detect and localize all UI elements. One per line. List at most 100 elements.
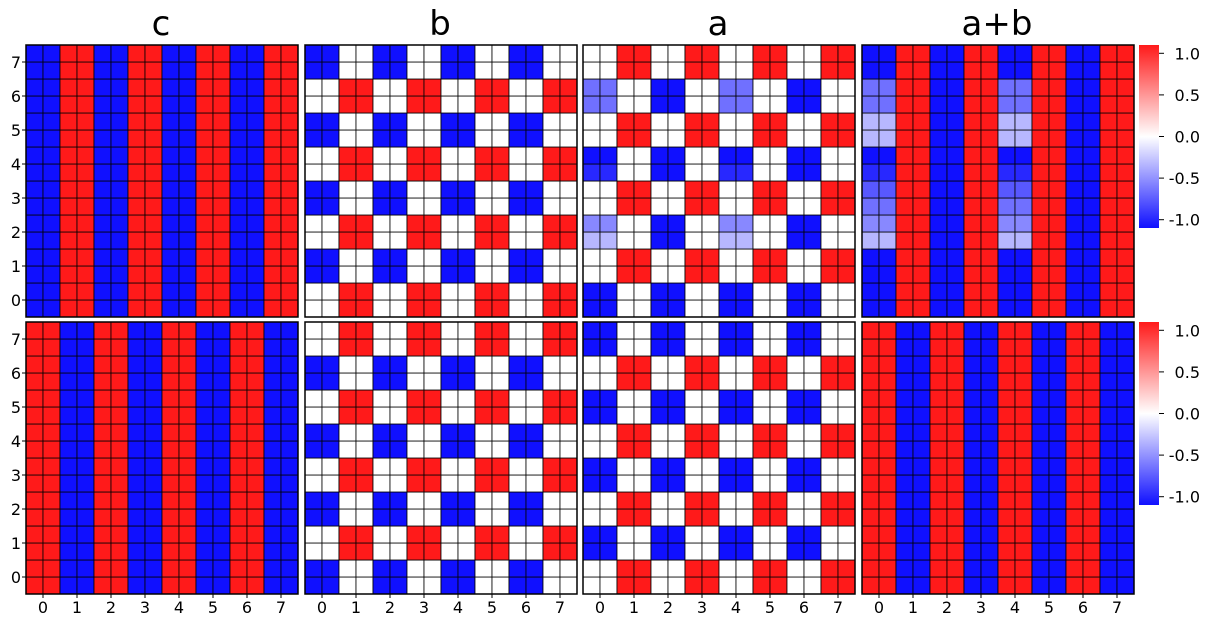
heatmap-cell bbox=[599, 265, 618, 284]
heatmap-cell bbox=[474, 78, 493, 97]
heatmap-cell bbox=[820, 559, 839, 578]
heatmap-cell bbox=[321, 44, 340, 63]
x-tick-label: 2 bbox=[106, 598, 116, 617]
heatmap-cell bbox=[144, 406, 163, 425]
heatmap-cell bbox=[406, 112, 425, 131]
heatmap-cell bbox=[559, 576, 578, 595]
heatmap-cell bbox=[321, 180, 340, 199]
heatmap-cell bbox=[161, 78, 180, 97]
heatmap-cell bbox=[406, 78, 425, 97]
heatmap-cell bbox=[650, 231, 669, 250]
heatmap-cell bbox=[667, 197, 686, 216]
heatmap-cell bbox=[718, 559, 737, 578]
heatmap-cell bbox=[491, 44, 510, 63]
heatmap-cell bbox=[42, 197, 61, 216]
heatmap-cell bbox=[178, 372, 197, 391]
heatmap-cell bbox=[440, 542, 459, 561]
heatmap-cell bbox=[1065, 214, 1084, 233]
heatmap-cell bbox=[161, 559, 180, 578]
heatmap-cell bbox=[878, 559, 897, 578]
heatmap-cell bbox=[525, 248, 544, 267]
heatmap-cell bbox=[93, 299, 112, 318]
heatmap-cell bbox=[559, 491, 578, 510]
heatmap-cell bbox=[93, 355, 112, 374]
heatmap-cell bbox=[650, 78, 669, 97]
heatmap-cell bbox=[42, 389, 61, 408]
heatmap-cell bbox=[929, 406, 948, 425]
heatmap-cell bbox=[93, 129, 112, 148]
heatmap-cell bbox=[786, 559, 805, 578]
heatmap-cell bbox=[701, 112, 720, 131]
heatmap-cell bbox=[321, 389, 340, 408]
heatmap-cell bbox=[93, 525, 112, 544]
heatmap-cell bbox=[559, 112, 578, 131]
heatmap-cell bbox=[280, 321, 299, 340]
heatmap-cell bbox=[1116, 372, 1135, 391]
heatmap-cell bbox=[25, 389, 44, 408]
heatmap-cell bbox=[25, 282, 44, 301]
colorbar-tick-label: -0.5 bbox=[1169, 169, 1200, 188]
heatmap-cell bbox=[195, 372, 214, 391]
heatmap-cell bbox=[195, 542, 214, 561]
heatmap-cell bbox=[912, 214, 931, 233]
heatmap-cell bbox=[684, 372, 703, 391]
heatmap-cell bbox=[929, 423, 948, 442]
heatmap-cell bbox=[997, 231, 1016, 250]
heatmap-cell bbox=[525, 525, 544, 544]
heatmap-cell bbox=[820, 406, 839, 425]
heatmap-cell bbox=[1065, 576, 1084, 595]
heatmap-cell bbox=[861, 146, 880, 165]
heatmap-cell bbox=[820, 146, 839, 165]
heatmap-cell bbox=[321, 474, 340, 493]
heatmap-cell bbox=[178, 231, 197, 250]
heatmap-cell bbox=[735, 95, 754, 114]
heatmap-cell bbox=[389, 146, 408, 165]
heatmap-cell bbox=[161, 440, 180, 459]
heatmap-cell bbox=[861, 559, 880, 578]
heatmap-cell bbox=[423, 112, 442, 131]
heatmap-cell bbox=[304, 338, 323, 357]
heatmap-cell bbox=[110, 525, 129, 544]
heatmap-cell bbox=[980, 321, 999, 340]
heatmap-cell bbox=[1014, 355, 1033, 374]
heatmap-cell bbox=[144, 389, 163, 408]
heatmap-cell bbox=[1099, 299, 1118, 318]
heatmap-cell bbox=[633, 423, 652, 442]
heatmap-cell bbox=[1065, 559, 1084, 578]
heatmap-cell bbox=[25, 406, 44, 425]
heatmap-cell bbox=[895, 406, 914, 425]
heatmap-cell bbox=[321, 231, 340, 250]
heatmap-cell bbox=[1116, 129, 1135, 148]
heatmap-cell bbox=[372, 321, 391, 340]
heatmap-cell bbox=[178, 78, 197, 97]
heatmap-cell bbox=[508, 440, 527, 459]
heatmap-cell bbox=[599, 457, 618, 476]
heatmap-cell bbox=[963, 231, 982, 250]
heatmap-cell bbox=[144, 542, 163, 561]
heatmap-cell bbox=[212, 78, 231, 97]
colorbar-bottom: 1.00.50.0-0.5-1.0 bbox=[1139, 321, 1200, 507]
panel-frame bbox=[861, 44, 1135, 318]
heatmap-cell bbox=[321, 95, 340, 114]
heatmap-cell bbox=[372, 163, 391, 182]
heatmap-cell bbox=[1048, 321, 1067, 340]
heatmap-cell bbox=[110, 440, 129, 459]
heatmap-cell bbox=[195, 559, 214, 578]
heatmap-cell bbox=[718, 542, 737, 561]
heatmap-cell bbox=[42, 321, 61, 340]
heatmap-cell bbox=[946, 265, 965, 284]
heatmap-cell bbox=[474, 163, 493, 182]
heatmap-cell bbox=[321, 146, 340, 165]
heatmap-panel-bottom-3 bbox=[861, 321, 1135, 595]
x-tick-label: 6 bbox=[242, 598, 252, 617]
heatmap-cell bbox=[161, 372, 180, 391]
heatmap-cell bbox=[127, 440, 146, 459]
heatmap-cell bbox=[525, 299, 544, 318]
heatmap-cell bbox=[321, 112, 340, 131]
heatmap-cell bbox=[752, 95, 771, 114]
heatmap-cell bbox=[1099, 129, 1118, 148]
heatmap-cell bbox=[491, 78, 510, 97]
heatmap-cell bbox=[338, 248, 357, 267]
heatmap-cell bbox=[355, 129, 374, 148]
heatmap-cell bbox=[59, 406, 78, 425]
